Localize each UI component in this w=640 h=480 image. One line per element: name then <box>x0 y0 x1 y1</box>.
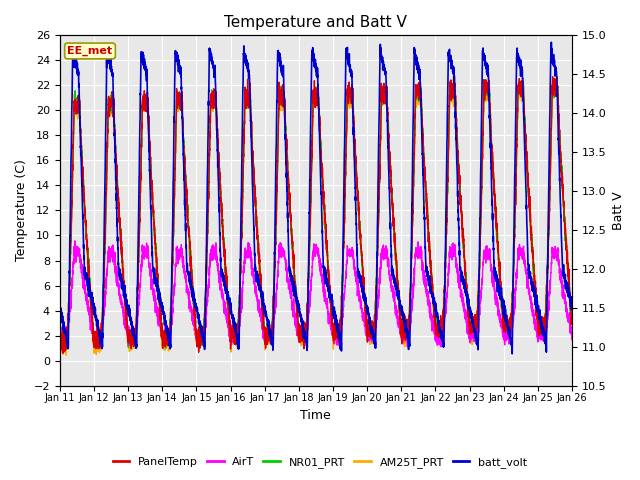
batt_volt <box>568 306 576 312</box>
AM25T_PRT <box>297 338 305 344</box>
AirT <box>568 330 575 336</box>
batt_volt <box>460 279 467 285</box>
NR01_PRT <box>62 346 70 352</box>
Line: NR01_PRT: NR01_PRT <box>60 76 572 349</box>
PanelTemp <box>553 74 561 80</box>
AirT <box>437 344 445 349</box>
batt_volt <box>56 305 63 311</box>
batt_volt <box>402 329 410 335</box>
AM25T_PRT <box>460 251 467 257</box>
batt_volt <box>568 306 575 312</box>
PanelTemp <box>59 350 67 356</box>
AirT <box>56 334 63 339</box>
AM25T_PRT <box>568 318 576 324</box>
NR01_PRT <box>431 311 438 317</box>
NR01_PRT <box>297 329 305 335</box>
NR01_PRT <box>460 241 467 247</box>
AirT <box>71 238 79 244</box>
Title: Temperature and Batt V: Temperature and Batt V <box>225 15 407 30</box>
batt_volt <box>547 39 555 45</box>
Legend: PanelTemp, AirT, NR01_PRT, AM25T_PRT, batt_volt: PanelTemp, AirT, NR01_PRT, AM25T_PRT, ba… <box>108 452 532 472</box>
NR01_PRT <box>553 73 561 79</box>
Text: EE_met: EE_met <box>67 46 113 56</box>
batt_volt <box>148 240 156 246</box>
AM25T_PRT <box>449 74 457 80</box>
NR01_PRT <box>568 319 575 324</box>
Y-axis label: Batt V: Batt V <box>612 191 625 230</box>
Y-axis label: Temperature (C): Temperature (C) <box>15 159 28 262</box>
AirT <box>402 328 410 334</box>
AirT <box>431 328 438 334</box>
PanelTemp <box>431 305 438 311</box>
PanelTemp <box>402 322 410 327</box>
AM25T_PRT <box>148 193 156 199</box>
PanelTemp <box>568 315 576 321</box>
PanelTemp <box>460 233 467 239</box>
AM25T_PRT <box>568 315 575 321</box>
X-axis label: Time: Time <box>301 409 332 422</box>
NR01_PRT <box>402 330 410 336</box>
Line: PanelTemp: PanelTemp <box>60 77 572 353</box>
AirT <box>297 332 305 337</box>
PanelTemp <box>568 315 575 321</box>
PanelTemp <box>297 329 305 335</box>
AM25T_PRT <box>431 314 438 320</box>
Line: AM25T_PRT: AM25T_PRT <box>60 77 572 355</box>
batt_volt <box>431 295 438 300</box>
AirT <box>460 306 467 312</box>
AM25T_PRT <box>56 345 63 351</box>
AM25T_PRT <box>63 352 70 358</box>
NR01_PRT <box>148 187 156 193</box>
NR01_PRT <box>568 316 576 322</box>
AM25T_PRT <box>402 334 410 340</box>
batt_volt <box>296 312 304 318</box>
AirT <box>148 276 156 282</box>
AirT <box>568 336 576 342</box>
Line: AirT: AirT <box>60 241 572 347</box>
batt_volt <box>508 351 516 357</box>
Line: batt_volt: batt_volt <box>60 42 572 354</box>
PanelTemp <box>56 331 63 336</box>
NR01_PRT <box>56 341 63 347</box>
PanelTemp <box>148 186 156 192</box>
